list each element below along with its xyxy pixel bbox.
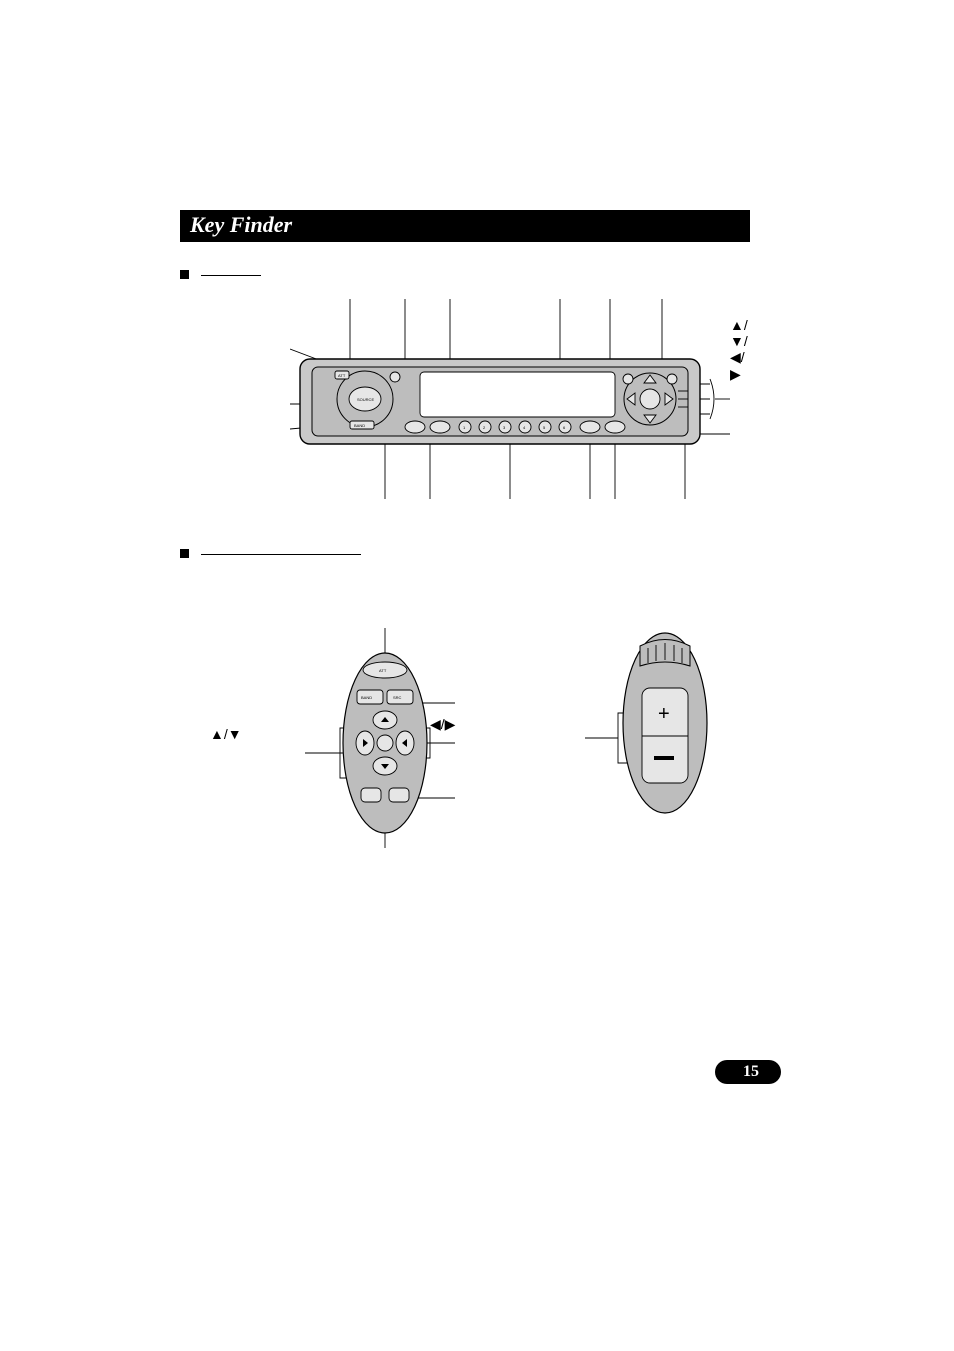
svg-text:ATT: ATT [379,668,387,673]
head-unit-diagram-wrap: ▲/▼/◀/▶ [180,289,750,489]
head-unit-svg: SOURCE ATT BAND [290,299,730,529]
page-number-badge: 15 [715,1060,781,1084]
svg-text:BAND: BAND [354,423,365,428]
page-title: Key Finder [180,210,750,242]
remote-back-diagram: + [580,628,680,828]
section-remote-header [180,549,750,558]
svg-text:ATT: ATT [338,373,346,378]
svg-text:SRC: SRC [393,695,402,700]
section-remote-label [201,553,361,555]
remote-front-diagram: ATT BAND SRC [305,628,405,828]
remote-back-svg: + [580,628,720,828]
remote-left-arrows-label: ▲/▼ [210,726,242,742]
section-head-unit-header [180,270,750,279]
remote-diagrams: ▲/▼ ◀/▶ ATT BAND [180,588,750,848]
minus-icon [654,756,674,760]
svg-text:SOURCE: SOURCE [357,397,374,402]
svg-text:BAND: BAND [361,695,372,700]
page-content: Key Finder ▲/▼/◀/▶ [180,210,750,848]
bullet-icon [180,549,189,558]
remote-front-svg: ATT BAND SRC [305,628,465,848]
bullet-icon [180,270,189,279]
section-head-unit-label [201,274,261,276]
plus-icon: + [658,703,670,725]
arrows-label: ▲/▼/◀/▶ [730,317,750,383]
head-unit-diagram: SOURCE ATT BAND [290,299,710,499]
